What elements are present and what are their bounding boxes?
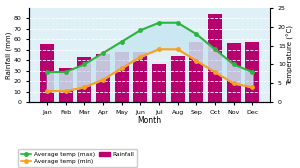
Y-axis label: Temperature (°C): Temperature (°C) xyxy=(287,25,294,85)
Bar xyxy=(115,52,129,102)
Legend: Average temp (max), Average temp (min), Rainfall: Average temp (max), Average temp (min), … xyxy=(18,149,137,167)
Bar xyxy=(189,42,203,102)
Bar xyxy=(152,65,166,102)
Bar xyxy=(171,56,185,102)
Bar xyxy=(96,54,110,102)
Bar xyxy=(77,57,91,102)
Bar xyxy=(245,42,260,102)
Bar xyxy=(40,45,54,102)
Y-axis label: Rainfall (mm): Rainfall (mm) xyxy=(6,31,12,79)
Bar xyxy=(208,14,222,102)
Bar xyxy=(58,68,73,102)
X-axis label: Month: Month xyxy=(138,116,162,125)
Bar xyxy=(133,52,147,102)
Bar xyxy=(227,43,241,102)
